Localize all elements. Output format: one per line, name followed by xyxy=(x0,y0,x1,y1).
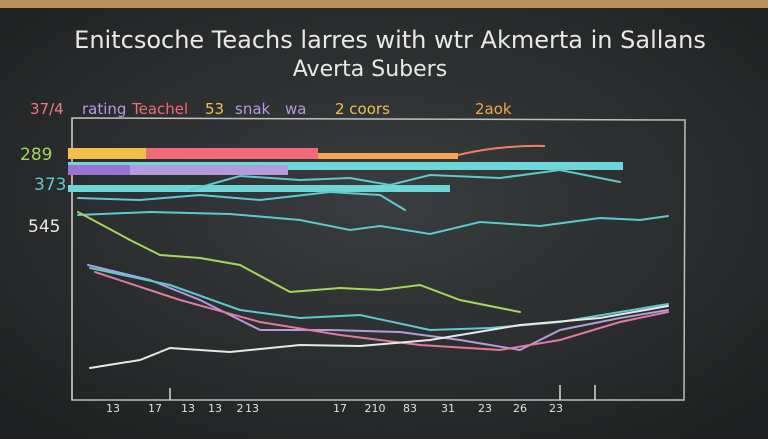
x-label: 83 xyxy=(403,402,417,415)
legend-label: rating xyxy=(82,100,126,118)
legend-label: wa xyxy=(285,100,306,118)
legend-label: 53 xyxy=(205,100,224,118)
x-label: 23 xyxy=(549,402,563,415)
bars xyxy=(68,144,623,192)
legend-label: 2 coors xyxy=(335,100,390,118)
bar-tail xyxy=(457,144,546,156)
legend-label: snak xyxy=(235,100,271,118)
title: Enitcsoche Teachs larres with wtr Akmert… xyxy=(74,26,706,54)
x-label: 26 xyxy=(513,402,527,415)
x-label: 17 xyxy=(333,402,347,415)
tick-marks xyxy=(169,385,596,400)
x-label: 13 xyxy=(106,402,120,415)
x-label: 210 xyxy=(365,402,386,415)
legend-label: 37/4 xyxy=(30,100,64,118)
x-label: 13 xyxy=(181,402,195,415)
bar xyxy=(146,148,318,159)
x-label: 2 xyxy=(237,402,244,415)
bar xyxy=(318,153,458,159)
x-label: 13 xyxy=(208,402,222,415)
bar xyxy=(68,165,130,175)
board xyxy=(0,8,768,439)
y-label: 545 xyxy=(28,217,60,237)
x-label: 13 xyxy=(245,402,259,415)
x-label: 17 xyxy=(148,402,162,415)
bar xyxy=(68,185,450,192)
bar xyxy=(68,148,146,159)
subtitle: Averta Subers xyxy=(293,57,447,82)
bar xyxy=(68,165,288,175)
legend-label: Teachel xyxy=(131,100,188,118)
legend-label: 2aok xyxy=(475,100,512,118)
bar xyxy=(68,162,623,170)
y-label: 289 xyxy=(20,145,52,165)
y-label: 373 xyxy=(34,175,66,195)
x-label: 23 xyxy=(478,402,492,415)
lines xyxy=(77,168,669,369)
x-label: 31 xyxy=(441,402,455,415)
